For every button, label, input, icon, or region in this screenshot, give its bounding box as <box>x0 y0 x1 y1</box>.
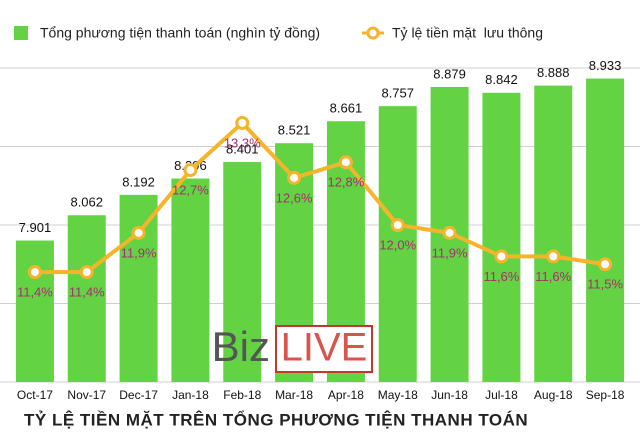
line-value-label: 11,4% <box>69 285 105 300</box>
bar <box>586 78 625 383</box>
line-marker <box>390 218 405 232</box>
x-tick-label: Feb-18 <box>223 388 261 402</box>
x-tick-label: Jul-18 <box>485 388 518 402</box>
bar-value-label: 8.757 <box>381 86 414 101</box>
bar <box>482 92 521 382</box>
line-marker <box>598 257 613 272</box>
line-value-label: 11,4% <box>17 285 53 300</box>
bar-value-label: 8.842 <box>485 72 518 87</box>
bar <box>378 106 417 382</box>
x-tick-label: Nov-17 <box>67 388 106 402</box>
x-tick-label: Sep-18 <box>586 388 625 402</box>
line-value-label: 11,5% <box>587 277 623 292</box>
bar <box>223 162 262 382</box>
line-value-label: 12,6% <box>276 190 313 205</box>
bar-value-label: 8.521 <box>278 123 311 138</box>
bar-value-label: 7.901 <box>19 220 52 235</box>
bar-value-label: 8.062 <box>70 195 103 210</box>
line-marker <box>79 265 94 280</box>
line <box>34 120 606 275</box>
line-value-label: 11,9% <box>432 245 468 260</box>
line-value-label: 11,9% <box>121 245 157 260</box>
line-marker <box>183 163 198 178</box>
bar-value-label: 8.888 <box>537 65 570 80</box>
bar-value-label: 8.879 <box>433 66 466 81</box>
line-marker <box>287 170 302 185</box>
line-value-label: 11,6% <box>535 269 571 284</box>
x-tick-label: May-18 <box>378 388 418 402</box>
x-tick-label: Oct-17 <box>17 388 53 402</box>
line-marker <box>546 249 561 264</box>
line-marker <box>494 249 509 264</box>
line-value-label: 12,7% <box>172 182 209 197</box>
watermark-text: LIVE <box>281 326 368 370</box>
line-value-label: 13,3% <box>224 135 261 150</box>
line-marker <box>442 225 457 240</box>
x-tick-label: Jan-18 <box>172 388 209 402</box>
bar-value-label: 8.401 <box>226 141 259 156</box>
bar <box>15 240 54 382</box>
chart-title: TỶ LỆ TIỀN MẶT TRÊN TỔNG PHƯƠNG TIỆN THA… <box>24 410 528 429</box>
bar-value-label: 8.192 <box>122 174 155 189</box>
line-value-label: 11,6% <box>483 269 519 284</box>
watermark-box <box>275 325 373 373</box>
legend-label: Tổng phương tiện thanh toán (nghìn tỷ đồ… <box>40 25 320 41</box>
x-tick-label: Jun-18 <box>431 388 468 402</box>
x-tick-label: Mar-18 <box>275 388 313 402</box>
watermark-text: Biz <box>212 323 270 370</box>
line-marker <box>338 155 353 170</box>
line-value-label: 12,8% <box>327 175 364 190</box>
bar <box>119 194 158 382</box>
legend-swatch <box>14 26 28 40</box>
bar <box>171 178 210 382</box>
x-tick-label: Dec-17 <box>119 388 158 402</box>
bar-value-label: 8.661 <box>330 101 363 116</box>
bar <box>534 85 573 383</box>
bar <box>67 215 106 382</box>
line-marker <box>131 225 146 240</box>
x-tick-label: Aug-18 <box>534 388 573 402</box>
line-value-label: 12,0% <box>379 237 416 252</box>
x-tick-label: Apr-18 <box>328 388 364 402</box>
line-marker <box>235 115 250 130</box>
legend-label: Tỷ lệ tiền mặt lưu thông <box>392 25 543 41</box>
line-marker <box>27 265 42 280</box>
bar-value-label: 8.933 <box>589 58 622 73</box>
legend-swatch <box>366 26 380 40</box>
